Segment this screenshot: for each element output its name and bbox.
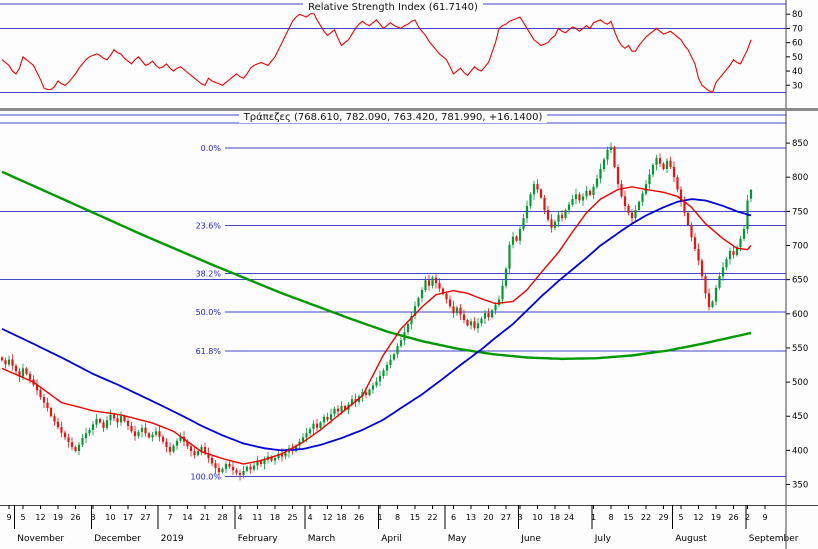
- svg-text:8: 8: [608, 513, 613, 522]
- svg-text:August: August: [675, 534, 707, 544]
- svg-text:5: 5: [678, 513, 683, 522]
- svg-text:61.8%: 61.8%: [196, 347, 222, 356]
- svg-text:40: 40: [792, 67, 803, 77]
- rsi-line: [1, 12, 752, 94]
- svg-text:19: 19: [711, 513, 721, 522]
- svg-text:1: 1: [591, 513, 596, 522]
- svg-text:12: 12: [35, 513, 45, 522]
- svg-text:4: 4: [307, 513, 312, 522]
- svg-text:25: 25: [287, 513, 297, 522]
- svg-text:6: 6: [451, 513, 456, 522]
- svg-text:80: 80: [792, 10, 803, 20]
- svg-text:3: 3: [517, 513, 522, 522]
- svg-text:28: 28: [217, 513, 227, 522]
- svg-text:14: 14: [182, 513, 192, 522]
- svg-text:3: 3: [90, 513, 95, 522]
- ma-fast-red: [1, 186, 752, 465]
- svg-text:10: 10: [532, 513, 542, 522]
- svg-text:0.0%: 0.0%: [201, 144, 222, 153]
- x-axis: 9 5 12 19 26 3 10 17 27 7 14 21 28 4 11 18 25 4 12 18 26 1 8 15…: [0, 505, 818, 549]
- svg-text:22: 22: [427, 513, 437, 522]
- svg-text:September: September: [749, 534, 799, 544]
- svg-text:December: December: [94, 534, 141, 544]
- svg-text:7: 7: [167, 513, 172, 522]
- svg-text:650: 650: [792, 276, 808, 286]
- svg-text:April: April: [381, 534, 402, 544]
- svg-text:18: 18: [550, 513, 560, 522]
- svg-text:21: 21: [200, 513, 210, 522]
- svg-text:4: 4: [237, 513, 242, 522]
- svg-text:18: 18: [336, 513, 346, 522]
- svg-text:8: 8: [395, 513, 400, 522]
- svg-text:700: 700: [792, 242, 808, 252]
- svg-text:27: 27: [140, 513, 150, 522]
- rsi-panel: Relative Strength Index (61.7140) 80 70 60…: [0, 0, 818, 108]
- svg-text:13: 13: [466, 513, 476, 522]
- svg-text:38.2%: 38.2%: [196, 269, 222, 278]
- svg-text:26: 26: [70, 513, 80, 522]
- svg-text:26: 26: [728, 513, 738, 522]
- svg-text:15: 15: [410, 513, 420, 522]
- svg-text:2: 2: [745, 513, 750, 522]
- rsi-plot: 80 70 60 50 40 30: [0, 0, 803, 108]
- svg-text:November: November: [17, 534, 64, 544]
- price-panel: Τράπεζες (768.610, 782.090, 763.420, 781…: [0, 111, 818, 505]
- svg-text:800: 800: [792, 173, 808, 183]
- svg-text:400: 400: [792, 446, 808, 456]
- ma-slow-green: [1, 170, 752, 361]
- svg-text:100.0%: 100.0%: [190, 472, 221, 481]
- svg-text:27: 27: [501, 513, 511, 522]
- svg-text:29: 29: [658, 513, 668, 522]
- ma-mid-blue: [1, 198, 752, 452]
- svg-text:350: 350: [792, 481, 808, 491]
- svg-text:May: May: [448, 534, 467, 544]
- svg-text:17: 17: [123, 513, 133, 522]
- svg-text:10: 10: [105, 513, 115, 522]
- svg-text:60: 60: [792, 39, 803, 49]
- svg-text:750: 750: [792, 207, 808, 217]
- svg-text:450: 450: [792, 412, 808, 422]
- svg-text:9: 9: [762, 513, 767, 522]
- svg-text:600: 600: [792, 310, 808, 320]
- panel-splitter[interactable]: [0, 108, 818, 111]
- svg-text:26: 26: [354, 513, 364, 522]
- svg-text:12: 12: [322, 513, 332, 522]
- svg-text:2019: 2019: [161, 534, 184, 544]
- svg-text:30: 30: [792, 81, 803, 91]
- svg-text:5: 5: [20, 513, 25, 522]
- svg-text:15: 15: [623, 513, 633, 522]
- svg-text:June: June: [520, 534, 541, 544]
- candles: [0, 142, 753, 481]
- svg-text:20: 20: [483, 513, 493, 522]
- svg-text:23.6%: 23.6%: [196, 221, 222, 230]
- svg-text:850: 850: [792, 139, 808, 149]
- svg-text:22: 22: [641, 513, 651, 522]
- price-plot: 0.0% 23.6% 38.2% 50.0% 61.8% 100.0% 850 800 750 7…: [0, 111, 808, 505]
- svg-text:550: 550: [792, 344, 808, 354]
- svg-text:1: 1: [377, 513, 382, 522]
- svg-text:70: 70: [792, 24, 803, 34]
- svg-text:50: 50: [792, 53, 803, 63]
- svg-text:9: 9: [6, 513, 11, 522]
- svg-text:12: 12: [693, 513, 703, 522]
- svg-text:19: 19: [53, 513, 63, 522]
- svg-text:February: February: [238, 534, 279, 544]
- svg-text:July: July: [594, 534, 612, 544]
- svg-text:11: 11: [252, 513, 262, 522]
- svg-text:500: 500: [792, 378, 808, 388]
- svg-text:18: 18: [270, 513, 280, 522]
- svg-text:50.0%: 50.0%: [196, 308, 222, 317]
- svg-text:24: 24: [564, 513, 574, 522]
- svg-text:March: March: [308, 534, 335, 544]
